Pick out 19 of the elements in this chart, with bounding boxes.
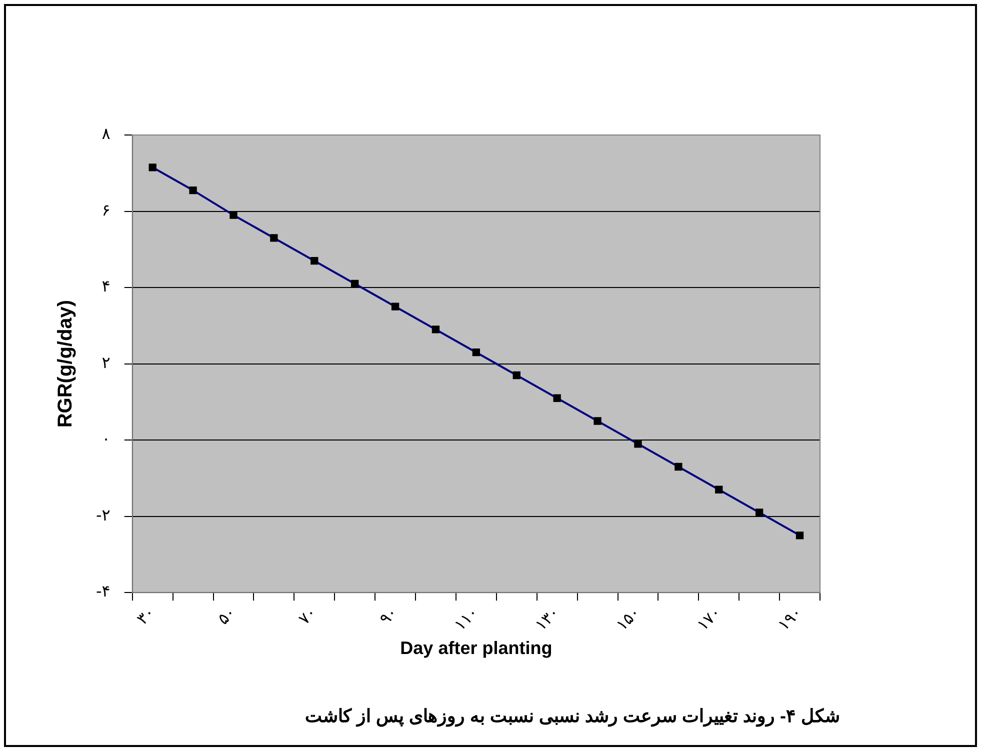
x-tick-label: ۹۰ <box>375 602 402 628</box>
y-tick-label: ۲ <box>102 352 110 372</box>
x-tick-label: ۱۳۰ <box>531 602 563 634</box>
y-tick-label: -۲ <box>96 505 110 524</box>
x-tick-label: ۷۰ <box>294 602 320 628</box>
x-tick-label: ۳۰ <box>132 602 158 628</box>
y-tick-label: -۴ <box>96 582 110 601</box>
y-axis-title: RGR(g/g/day) <box>54 300 77 428</box>
x-tick-label: ۱۵۰ <box>612 602 644 634</box>
y-tick-label: ۴ <box>102 276 110 296</box>
y-tick-label: ۰ <box>102 429 110 448</box>
x-tick-label: ۵۰ <box>214 602 240 628</box>
text: شکل ۴- روند تغییرات سرعت رشد نسبی نسبت به روزهای پس از کاشت <box>304 705 840 727</box>
x-tick-label: ۱۷۰ <box>692 602 725 634</box>
x-axis-title: Day after planting <box>400 638 552 658</box>
y-tick-label: ۸ <box>102 124 111 144</box>
x-tick-label: ۱۹۰ <box>774 602 806 634</box>
y-tick-label: ۶ <box>102 200 110 220</box>
x-tick-label: ۱۱۰ <box>450 602 482 634</box>
